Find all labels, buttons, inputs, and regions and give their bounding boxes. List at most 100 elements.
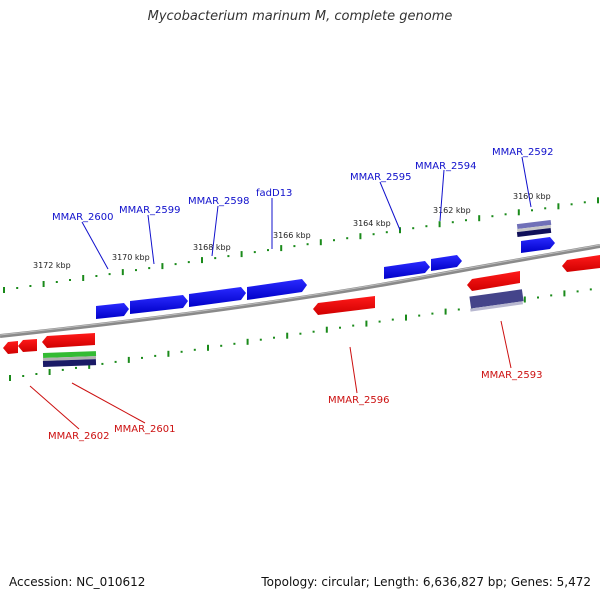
minor-tick: [180, 350, 183, 353]
minor-tick: [259, 338, 262, 341]
feature-bar-green: [42, 351, 97, 358]
gene-label-forward[interactable]: fadD13: [256, 188, 292, 199]
minor-tick: [550, 294, 553, 297]
minor-tick: [22, 375, 25, 377]
gene-label-reverse[interactable]: MMAR_2593: [481, 370, 543, 381]
forward-genes: [96, 219, 555, 319]
minor-tick: [504, 213, 507, 216]
minor-tick: [412, 227, 415, 230]
major-tick: [240, 251, 243, 258]
gene-arrow-mmar-2602a[interactable]: [3, 341, 18, 354]
minor-tick: [431, 312, 434, 315]
reverse-leader-lines: [29, 320, 512, 430]
major-tick: [9, 375, 11, 381]
major-tick: [121, 269, 124, 276]
kbp-label: 3170 kbp: [112, 253, 150, 262]
minor-tick: [385, 231, 388, 234]
major-tick: [557, 203, 560, 210]
minor-tick: [187, 261, 190, 264]
major-tick: [325, 326, 328, 333]
major-tick: [523, 296, 526, 303]
gene-label-reverse[interactable]: MMAR_2602: [48, 431, 110, 442]
map-title: Mycobacterium marinum M, complete genome: [147, 9, 453, 24]
minor-tick: [267, 249, 269, 252]
minor-tick: [214, 257, 217, 260]
gene-arrow-mmar-2596[interactable]: [313, 296, 375, 315]
gene-label-forward[interactable]: MMAR_2594: [415, 161, 477, 172]
feature-bar-slate-shade: [470, 301, 524, 312]
gene-label-forward[interactable]: MMAR_2595: [350, 172, 412, 183]
gene-arrow-right-edge[interactable]: [562, 255, 600, 272]
gene-label-forward[interactable]: MMAR_2600: [52, 212, 114, 223]
gene-arrow-mmar-2602b[interactable]: [18, 339, 37, 352]
minor-tick: [114, 360, 117, 363]
topology-text: Topology: circular; Length: 6,636,827 bp…: [261, 575, 591, 589]
minor-tick: [306, 243, 309, 246]
minor-tick: [233, 342, 236, 345]
minor-tick: [339, 326, 341, 329]
major-tick: [563, 290, 566, 297]
minor-tick: [589, 288, 592, 291]
minor-tick: [55, 281, 58, 283]
gene-arrow-mmar-2600[interactable]: [96, 303, 129, 319]
minor-tick: [35, 373, 38, 375]
minor-tick: [141, 356, 143, 359]
feature-bar-slate: [469, 289, 524, 309]
gene-label-forward[interactable]: MMAR_2592: [492, 147, 554, 158]
gene-arrow-mmar-2599[interactable]: [130, 295, 188, 314]
minor-tick: [101, 362, 104, 365]
feature-bar: [516, 219, 552, 230]
accession-text: Accession: NC_010612: [9, 575, 146, 589]
gene-label-forward[interactable]: MMAR_2599: [119, 205, 181, 216]
major-tick: [246, 338, 249, 345]
minor-tick: [75, 366, 77, 369]
major-tick: [280, 245, 283, 252]
gene-arrow-mmar-2598[interactable]: [189, 287, 246, 307]
major-tick: [167, 350, 170, 357]
major-tick: [48, 369, 51, 375]
forward-leader-lines: [81, 156, 532, 270]
minor-tick: [333, 239, 335, 242]
minor-tick: [16, 287, 19, 289]
minor-tick: [253, 251, 256, 254]
major-tick: [201, 257, 203, 264]
gene-arrow-mmar-2593[interactable]: [467, 271, 520, 291]
kbp-label: 3164 kbp: [353, 219, 391, 228]
minor-tick: [312, 330, 315, 333]
minor-tick: [544, 207, 547, 210]
major-tick: [88, 362, 91, 369]
major-tick: [405, 314, 407, 321]
gene-arrow-mmar-2601[interactable]: [42, 333, 95, 348]
minor-tick: [29, 285, 32, 287]
feature-bar-navy: [42, 359, 97, 367]
gene-label-reverse[interactable]: MMAR_2601: [114, 424, 176, 435]
minor-tick: [220, 344, 223, 347]
minor-tick: [576, 290, 579, 293]
minor-tick: [293, 245, 296, 248]
minor-tick: [352, 324, 355, 327]
gene-label-reverse[interactable]: MMAR_2596: [328, 395, 390, 406]
minor-tick: [465, 219, 467, 222]
minor-tick: [227, 255, 230, 258]
major-tick: [438, 221, 441, 228]
gene-arrow-mmar-2592[interactable]: [521, 237, 555, 253]
major-tick: [319, 239, 322, 246]
minor-tick: [193, 348, 196, 351]
minor-tick: [425, 225, 428, 228]
minor-tick: [418, 314, 421, 317]
minor-tick: [491, 215, 494, 218]
reverse-genes: [3, 255, 600, 367]
minor-tick: [391, 318, 394, 321]
minor-tick: [299, 332, 302, 335]
major-tick: [597, 197, 599, 204]
minor-tick: [273, 336, 275, 339]
gene-arrow-mmar-2594[interactable]: [431, 255, 462, 271]
gene-label-forward[interactable]: MMAR_2598: [188, 196, 250, 207]
major-tick: [478, 215, 481, 222]
kbp-label: 3160 kbp: [513, 192, 551, 201]
minor-tick: [570, 203, 573, 206]
gene-arrow-mmar-2595[interactable]: [384, 261, 430, 279]
gene-arrow-fadd13[interactable]: [247, 279, 307, 300]
feature-bar: [517, 224, 552, 233]
